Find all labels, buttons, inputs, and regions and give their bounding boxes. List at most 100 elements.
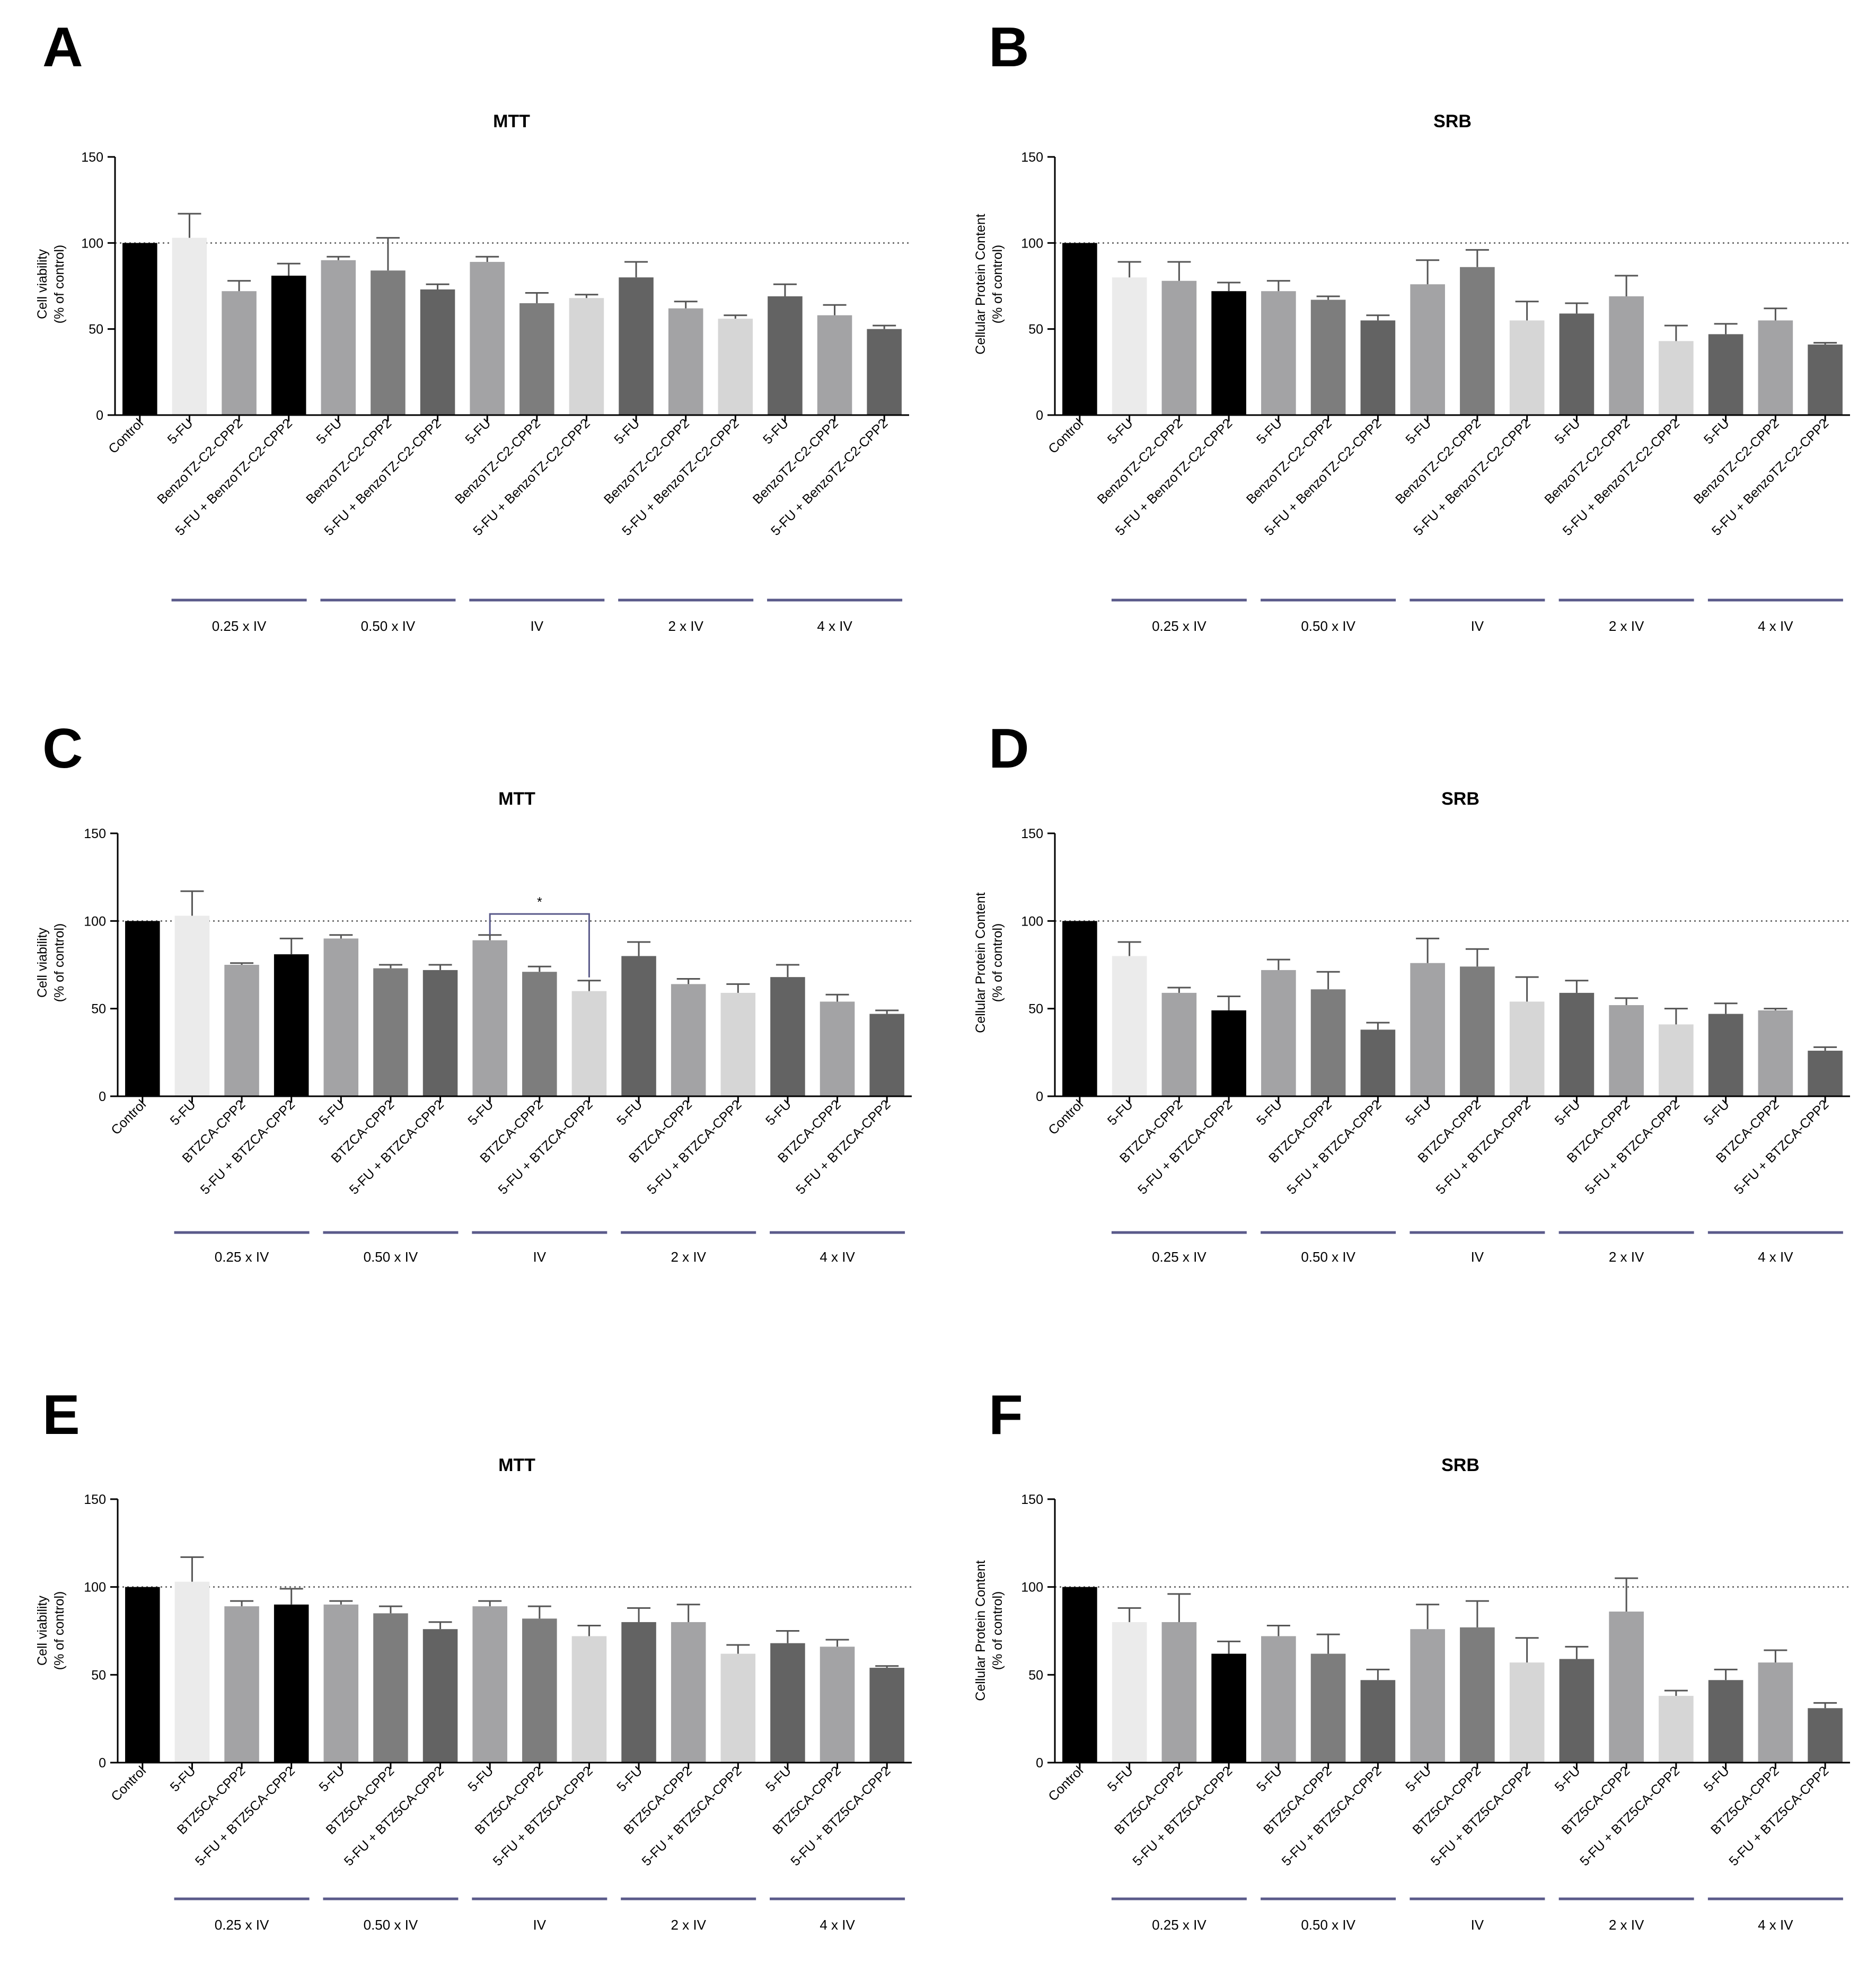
x-category-label: 5-FU + BTZ5CA-CPP2	[192, 1763, 298, 1869]
group-label: IV	[533, 1249, 547, 1265]
x-category-label: BenzoTZ-C2-CPP2	[1542, 416, 1633, 507]
x-category-label: 5-FU	[465, 1763, 496, 1794]
x-category-label: 5-FU + BTZCA-CPP2	[1135, 1097, 1235, 1197]
y-tick-label: 150	[1021, 1492, 1043, 1507]
x-category-label: 5-FU	[611, 416, 642, 447]
bar	[869, 1014, 904, 1096]
group-label: 2 x IV	[668, 618, 703, 634]
panel-letter: D	[989, 717, 1029, 780]
bar	[1758, 1662, 1793, 1763]
bar	[1460, 1627, 1495, 1763]
x-category-label: Control	[108, 1763, 149, 1804]
bar	[271, 276, 306, 415]
x-category-label: 5-FU + BTZCA-CPP2	[198, 1097, 298, 1197]
y-tick-label: 50	[1028, 1002, 1043, 1017]
group-label: 4 x IV	[1758, 1249, 1793, 1265]
bar	[1261, 1636, 1296, 1763]
chart-title: MTT	[498, 789, 535, 809]
x-category-label: BenzoTZ-C2-CPP2	[452, 416, 543, 507]
group-label: 2 x IV	[671, 1249, 706, 1265]
panel-letter: A	[42, 16, 83, 78]
chart-title: SRB	[1441, 789, 1479, 809]
y-axis-label-line1: Cellular Protein Content	[973, 1560, 988, 1701]
x-category-label: BenzoTZ-C2-CPP2	[750, 416, 841, 507]
bar	[519, 303, 554, 415]
x-category-label: 5-FU + BTZCA-CPP2	[644, 1097, 744, 1197]
bar	[470, 262, 505, 415]
bar	[1708, 1014, 1743, 1096]
group-label: 4 x IV	[820, 1917, 855, 1933]
x-category-label: 5-FU	[1701, 1763, 1732, 1794]
group-label: 0.25 x IV	[1152, 1249, 1206, 1265]
bar	[222, 291, 257, 415]
bar	[172, 237, 207, 415]
bar	[770, 977, 805, 1096]
panel-letter: F	[989, 1384, 1023, 1446]
bar	[1509, 320, 1545, 415]
bar	[174, 916, 210, 1096]
bar	[569, 298, 604, 415]
y-tick-label: 100	[84, 914, 106, 929]
bar	[1062, 921, 1097, 1096]
y-tick-label: 150	[84, 826, 106, 841]
x-category-label: 5-FU + BTZCA-CPP2	[793, 1097, 893, 1197]
bar	[274, 1604, 309, 1763]
y-tick-label: 0	[96, 408, 103, 423]
x-category-label: 5-FU + BTZ5CA-CPP2	[788, 1763, 893, 1869]
x-category-label: 5-FU + BTZ5CA-CPP2	[1130, 1763, 1235, 1869]
chart-title: SRB	[1441, 1455, 1479, 1475]
x-category-label: Control	[108, 1097, 149, 1138]
bar	[422, 1629, 458, 1763]
x-category-label: 5-FU + BTZCA-CPP2	[1582, 1097, 1683, 1197]
group-label: IV	[533, 1917, 547, 1933]
group-label: 0.50 x IV	[1301, 618, 1355, 634]
group-label: 2 x IV	[1609, 1249, 1644, 1265]
x-category-label: BenzoTZ-C2-CPP2	[1691, 416, 1782, 507]
bar	[522, 972, 557, 1096]
bar	[571, 991, 607, 1096]
y-tick-label: 150	[1021, 826, 1043, 841]
y-axis-label: Cellular Protein Content (% of control)	[973, 892, 1005, 1033]
bar	[472, 940, 507, 1096]
panel-letter: E	[42, 1384, 80, 1446]
y-tick-label: 50	[1028, 322, 1043, 337]
group-label: IV	[1471, 1917, 1484, 1933]
y-tick-label: 100	[1021, 914, 1043, 929]
y-tick-label: 100	[84, 1580, 106, 1595]
x-category-label: 5-FU	[1105, 416, 1136, 447]
x-category-label: 5-FU	[614, 1097, 645, 1128]
group-label: 0.25 x IV	[212, 618, 267, 634]
bar	[820, 1001, 855, 1096]
bar	[1261, 291, 1296, 415]
x-category-label: 5-FU + BTZ5CA-CPP2	[1726, 1763, 1831, 1869]
bar	[373, 1613, 408, 1763]
bar	[1509, 1001, 1545, 1096]
x-category-label: 5-FU + BTZCA-CPP2	[1433, 1097, 1534, 1197]
x-category-label: 5-FU + BTZ5CA-CPP2	[1577, 1763, 1683, 1869]
bar	[1460, 966, 1495, 1096]
bar	[867, 329, 902, 415]
bar	[1609, 1005, 1644, 1096]
panel-f: F SRB Cellular Protein Content (% of con…	[973, 1384, 1850, 1933]
x-category-label: 5-FU	[168, 1763, 199, 1794]
y-axis-label: Cell viability (% of control)	[35, 1591, 67, 1670]
y-tick-label: 100	[81, 236, 103, 251]
bar	[1609, 1612, 1644, 1763]
significance-label: *	[537, 895, 542, 910]
bar	[1708, 334, 1743, 415]
bar	[1659, 1696, 1694, 1763]
bar	[621, 956, 656, 1096]
x-category-label: 5-FU	[316, 1763, 347, 1794]
bar	[224, 1606, 259, 1763]
x-category-label: 5-FU	[1403, 1097, 1434, 1128]
bar	[668, 308, 703, 415]
x-category-label: 5-FU	[1105, 1097, 1136, 1128]
x-category-label: 5-FU	[1254, 1097, 1285, 1128]
bar	[621, 1622, 656, 1763]
bar	[1659, 341, 1694, 415]
x-category-label: 5-FU	[1552, 1763, 1583, 1794]
x-category-label: Control	[105, 416, 146, 456]
x-category-label: 5-FU	[465, 1097, 496, 1128]
